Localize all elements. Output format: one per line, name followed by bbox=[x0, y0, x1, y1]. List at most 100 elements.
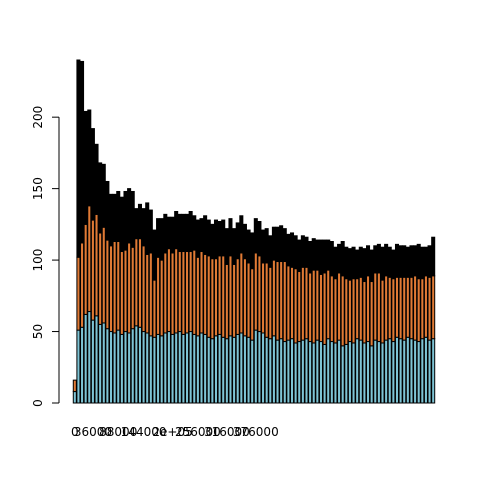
bar-segment bbox=[242, 223, 247, 260]
bar-segment bbox=[326, 269, 331, 340]
bar-segment bbox=[380, 246, 385, 281]
bar-segment bbox=[145, 253, 150, 334]
y-tick-label: 50 bbox=[31, 324, 45, 339]
bar-segment bbox=[391, 278, 396, 343]
bar-segment bbox=[224, 228, 229, 265]
bar-segment bbox=[315, 339, 320, 404]
bar-segment bbox=[376, 341, 381, 404]
bar-segment bbox=[188, 210, 193, 253]
bar-segment bbox=[141, 208, 146, 247]
bar-segment bbox=[253, 252, 258, 331]
bar-segment bbox=[145, 332, 150, 404]
bar-segment bbox=[355, 278, 360, 340]
bar-segment bbox=[405, 276, 410, 338]
bar-segment bbox=[253, 218, 258, 254]
bar-segment bbox=[87, 311, 92, 404]
bar-segment bbox=[80, 326, 85, 404]
bar-segment bbox=[127, 242, 132, 334]
bar-segment bbox=[333, 342, 338, 404]
bar-segment bbox=[199, 251, 204, 334]
bar-segment bbox=[123, 190, 128, 251]
bar-segment bbox=[203, 253, 208, 335]
bar-segment bbox=[141, 245, 146, 333]
bar-segment bbox=[185, 251, 190, 334]
bar-segment bbox=[431, 275, 436, 340]
bar-segment bbox=[340, 275, 345, 347]
bar-segment bbox=[315, 239, 320, 271]
bar-segment bbox=[261, 229, 266, 264]
bar-segment bbox=[199, 218, 204, 253]
y-tick-label: 150 bbox=[31, 177, 45, 200]
bar-segment bbox=[213, 258, 219, 337]
bar-segment bbox=[181, 333, 186, 404]
bar-segment bbox=[166, 331, 171, 404]
bar-segment bbox=[366, 341, 371, 404]
bar-segment bbox=[297, 239, 302, 273]
bar-segment bbox=[398, 276, 403, 340]
bar-segment bbox=[420, 278, 425, 340]
y-tick-label: 100 bbox=[31, 249, 45, 272]
bar-segment bbox=[380, 342, 385, 404]
bar-segment bbox=[268, 338, 273, 404]
x-tick-label: 2e+05 bbox=[152, 425, 192, 439]
bar-segment bbox=[347, 248, 352, 281]
bar-segment bbox=[98, 323, 103, 404]
bar-segment bbox=[308, 241, 313, 274]
bar-segment bbox=[380, 279, 385, 344]
bar-segment bbox=[181, 251, 186, 335]
bar-segment bbox=[271, 335, 276, 404]
bar-segment bbox=[376, 243, 381, 274]
bar-segment bbox=[105, 328, 110, 404]
bar-segment bbox=[87, 109, 92, 207]
bar-segment bbox=[185, 213, 190, 253]
bar-segment bbox=[148, 335, 153, 404]
bar-segment bbox=[127, 332, 132, 404]
x-tick-label: 36000 bbox=[74, 425, 112, 439]
bar-segment bbox=[369, 345, 374, 404]
bar-segment bbox=[347, 341, 352, 404]
bar-segment bbox=[279, 261, 284, 340]
bar-segment bbox=[423, 336, 428, 404]
bar-segment bbox=[300, 339, 305, 404]
bar-segment bbox=[304, 266, 309, 340]
bar-segment bbox=[130, 328, 135, 404]
bar-segment bbox=[235, 333, 240, 404]
bar-segment bbox=[300, 266, 305, 341]
bar-segment bbox=[239, 332, 244, 404]
bar-segment bbox=[366, 245, 371, 277]
bar-segment bbox=[257, 255, 262, 333]
bar-segment bbox=[152, 229, 157, 281]
bar-segment bbox=[137, 203, 142, 240]
bar-segment bbox=[308, 272, 313, 343]
bar-segment bbox=[413, 245, 418, 277]
bar-segment bbox=[282, 261, 287, 343]
bar-segment bbox=[156, 218, 161, 258]
bar-segment bbox=[358, 276, 363, 341]
bar-segment bbox=[268, 266, 273, 340]
bar-segment bbox=[170, 216, 175, 254]
bar-segment bbox=[170, 333, 175, 404]
bar-segment bbox=[228, 255, 233, 337]
bar-segment bbox=[413, 339, 418, 404]
bar-segment bbox=[101, 322, 106, 404]
bar-segment bbox=[141, 331, 146, 404]
y-tick-label: 0 bbox=[31, 399, 45, 407]
bar-segment bbox=[235, 222, 240, 260]
bar-segment bbox=[72, 379, 77, 393]
bar-segment bbox=[297, 271, 302, 343]
bar-segment bbox=[333, 278, 338, 344]
bar-segment bbox=[213, 219, 219, 260]
bar-segment bbox=[394, 276, 400, 338]
bar-segment bbox=[105, 180, 110, 241]
bar-segment bbox=[286, 233, 291, 267]
y-tick-label: 200 bbox=[31, 106, 45, 129]
bar-segment bbox=[203, 215, 208, 255]
bar-segment bbox=[134, 238, 139, 327]
bar-segment bbox=[90, 319, 95, 404]
bar-segment bbox=[80, 242, 85, 328]
bar-segment bbox=[177, 213, 182, 253]
bar-segment bbox=[221, 255, 226, 338]
bar-segment bbox=[203, 333, 208, 404]
bar-segment bbox=[420, 338, 425, 404]
bar-segment bbox=[376, 272, 381, 343]
